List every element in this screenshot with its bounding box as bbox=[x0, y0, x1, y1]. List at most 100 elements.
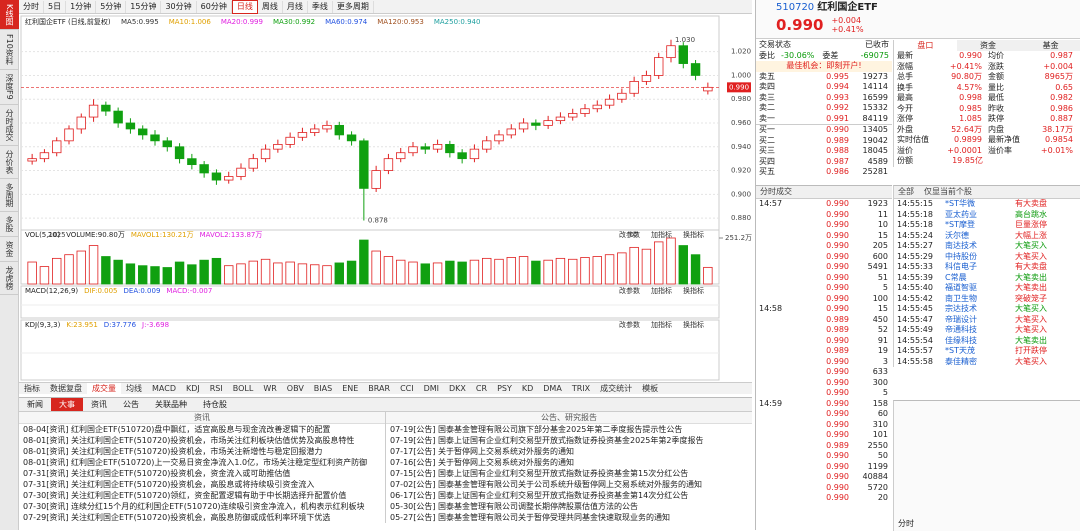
panel-button[interactable]: 改参数 bbox=[619, 286, 640, 295]
news-row[interactable]: 08-01[资讯] 关注红利国企ETF(510720)投资机会，市场关注红利板块… bbox=[23, 435, 385, 446]
panel-button[interactable]: 改参数 bbox=[619, 320, 640, 329]
indicator-tab[interactable]: 成交量 bbox=[87, 383, 121, 394]
volume-bar bbox=[629, 246, 639, 285]
panel-button[interactable]: 换指标 bbox=[683, 320, 704, 329]
period-tab[interactable]: 30分钟 bbox=[161, 0, 197, 13]
volume-bar bbox=[432, 262, 443, 285]
indicator-tab[interactable]: KDJ bbox=[185, 384, 200, 393]
side-tab[interactable]: F10资料 bbox=[0, 30, 19, 71]
stat-value: 38.17万 bbox=[1042, 124, 1073, 134]
indicator-tab[interactable]: DKX bbox=[449, 384, 466, 393]
news-row[interactable]: 07-30[资讯] 关注红利国企ETF(510720)领红，资金配置逻辑有助于中… bbox=[23, 490, 385, 501]
indicator-tab[interactable]: BOLL bbox=[232, 384, 254, 393]
news-row[interactable]: 07-19[公告] 国泰基金管理有限公司旗下部分基金2025年第二季度报告提示性… bbox=[390, 424, 752, 435]
news-row[interactable]: 07-31[资讯] 关注红利国企ETF(510720)投资机会，资金流入或可助推… bbox=[23, 468, 385, 479]
indicator-tab[interactable]: OBV bbox=[286, 384, 304, 393]
trade-row: 0.990 51 bbox=[759, 273, 892, 284]
stat-tab[interactable]: 资金 bbox=[980, 41, 996, 50]
period-tab[interactable]: 季线 bbox=[308, 0, 333, 13]
indicator-tab[interactable]: CR bbox=[475, 384, 488, 393]
indicator-tab[interactable]: CCI bbox=[400, 384, 414, 393]
volume: 18045 bbox=[862, 146, 888, 155]
indicator-tab[interactable]: BRAR bbox=[368, 384, 391, 393]
news-tab[interactable]: 关联品种 bbox=[155, 400, 187, 409]
period-tab[interactable]: 周线 bbox=[258, 0, 283, 13]
promo[interactable]: 最佳机会：即刻开户! bbox=[756, 61, 892, 72]
news-tab[interactable]: 大事 bbox=[51, 398, 83, 411]
news-row[interactable]: 07-29[资讯] 关注红利国企ETF(510720)投资机会，高股息防御或成低… bbox=[23, 512, 385, 523]
level: 卖二 bbox=[759, 103, 775, 112]
news-row[interactable]: 07-15[公告] 国泰上证国有企业红利交易型开放式指数证券投资基金第15次分红… bbox=[390, 468, 752, 479]
tab[interactable]: 分时 bbox=[898, 519, 914, 528]
side-tab[interactable]: 分价表 bbox=[0, 146, 19, 179]
indicator-tab[interactable]: MACD bbox=[152, 384, 176, 393]
indicator-tab[interactable]: RSI bbox=[209, 384, 223, 393]
indicator-tab[interactable]: 模板 bbox=[642, 384, 659, 393]
news-row[interactable]: 07-02[公告] 国泰基金管理有限公司关于公司系统升级暂停网上交易系统对外服务… bbox=[390, 479, 752, 490]
indicator-tab[interactable]: 指标 bbox=[24, 384, 40, 393]
news-row[interactable]: 07-17[公告] 关于暂停网上交易系统对外服务的通知 bbox=[390, 446, 752, 457]
news-row[interactable]: 08-01[资讯] 关注红利国企ETF(510720)投资机会，市场关注新增性与… bbox=[23, 446, 385, 457]
panel-button[interactable]: 换指标 bbox=[683, 230, 704, 239]
news-row[interactable]: 05-27[公告] 国泰基金管理有限公司关于暂停受理共同基金快速取现业务的通知 bbox=[390, 512, 752, 523]
indicator-tab[interactable]: ENE bbox=[342, 384, 359, 393]
news-tab[interactable]: 资讯 bbox=[91, 400, 107, 409]
side-tab[interactable]: 龙虎榜 bbox=[0, 262, 19, 295]
news-row[interactable]: 06-17[公告] 国泰上证国有企业红利交易型开放式指数证券投资基金第14次分红… bbox=[390, 490, 752, 501]
side-tab[interactable]: K线图 bbox=[0, 0, 19, 31]
news-row[interactable]: 08-01[资讯] 红利国企ETF(510720)上一交易日资金净流入1.0亿，… bbox=[23, 457, 385, 468]
indicator-tab[interactable]: KD bbox=[521, 384, 534, 393]
stat-tab[interactable]: 基金 bbox=[1042, 41, 1059, 50]
indicator-tab[interactable]: BIAS bbox=[313, 384, 333, 393]
vol-header: VOL(5,10) bbox=[25, 231, 60, 239]
candle-body bbox=[199, 164, 209, 174]
side-tab[interactable]: 多周期 bbox=[0, 179, 19, 212]
panel-button[interactable]: 换指标 bbox=[683, 286, 704, 295]
indicator-tab[interactable]: 成交统计 bbox=[600, 384, 633, 393]
period-tab[interactable]: 1分钟 bbox=[66, 0, 97, 13]
stat-value: +0.41% bbox=[949, 61, 982, 71]
date: 05-27 bbox=[390, 513, 414, 522]
candle-body bbox=[518, 122, 529, 130]
period-tab[interactable]: 5分钟 bbox=[96, 0, 127, 13]
news-tab[interactable]: 新闻 bbox=[27, 400, 43, 409]
panel-button[interactable]: 加指标 bbox=[651, 320, 672, 329]
indicator-tab[interactable]: 均线 bbox=[126, 384, 142, 393]
volume: 15 bbox=[877, 230, 888, 240]
panel-button[interactable]: 改参数 bbox=[619, 230, 640, 239]
panel-button[interactable]: 加指标 bbox=[651, 230, 672, 239]
indicator-tab[interactable]: WR bbox=[263, 384, 277, 393]
period-tab[interactable]: 15分钟 bbox=[126, 0, 162, 13]
news-tab[interactable]: 公告 bbox=[123, 400, 139, 409]
stat-value: 1.085 bbox=[959, 114, 982, 123]
period-tab[interactable]: 60分钟 bbox=[197, 0, 232, 13]
stat-label: 昨收 bbox=[988, 103, 1004, 113]
news-row[interactable]: 05-30[公告] 国泰基金管理有限公司调整长期停牌股票估值方法的公告 bbox=[390, 501, 752, 512]
side-tab[interactable]: 资金 bbox=[0, 237, 19, 262]
indicator-tab[interactable]: DMI bbox=[423, 384, 440, 393]
news-row[interactable]: 07-16[公告] 关于暂停网上交易系统对外服务的通知 bbox=[390, 457, 752, 468]
time: 14:55:15 bbox=[897, 199, 933, 208]
side-tab[interactable]: 分时成交 bbox=[0, 105, 19, 146]
panel-button[interactable]: 加指标 bbox=[651, 286, 672, 295]
period-tab[interactable]: 分时 bbox=[19, 0, 44, 13]
news-row[interactable]: 07-30[资讯] 连续分红15个月的红利国企ETF(510720)连续吸引资金… bbox=[23, 501, 385, 512]
news-row[interactable]: 07-31[资讯] 关注红利国企ETF(510720)投资机会，高股息或将持续吸… bbox=[23, 479, 385, 490]
side-tab[interactable]: 深度F9 bbox=[0, 70, 19, 105]
stat-tab[interactable]: 盘口 bbox=[894, 40, 957, 51]
radar-tab[interactable]: 仅显当前个股 bbox=[924, 187, 972, 196]
news-row[interactable]: 07-19[公告] 国泰上证国有企业红利交易型开放式指数证券投资基金2025年第… bbox=[390, 435, 752, 446]
indicator-tab[interactable]: PSY bbox=[497, 384, 512, 393]
news-row[interactable]: 08-04[资讯] 红利国企ETF(510720)盘中飘红，适宜高股息与现金流改… bbox=[23, 424, 385, 435]
period-tab[interactable]: 5日 bbox=[44, 0, 67, 13]
side-tab[interactable]: 多股 bbox=[0, 212, 19, 237]
period-tab[interactable]: 更多周期 bbox=[333, 0, 374, 13]
period-tab[interactable]: 月线 bbox=[283, 0, 308, 13]
period-tab[interactable]: 日线 bbox=[231, 0, 258, 14]
indicator-tab[interactable]: TRIX bbox=[571, 384, 591, 393]
radar-tab[interactable]: 全部 bbox=[898, 187, 914, 196]
indicator-tab[interactable]: 数据复盘 bbox=[50, 384, 82, 393]
indicator-tab[interactable]: DMA bbox=[543, 384, 562, 393]
news-tab[interactable]: 持仓股 bbox=[203, 400, 227, 409]
candle-body bbox=[482, 140, 492, 150]
